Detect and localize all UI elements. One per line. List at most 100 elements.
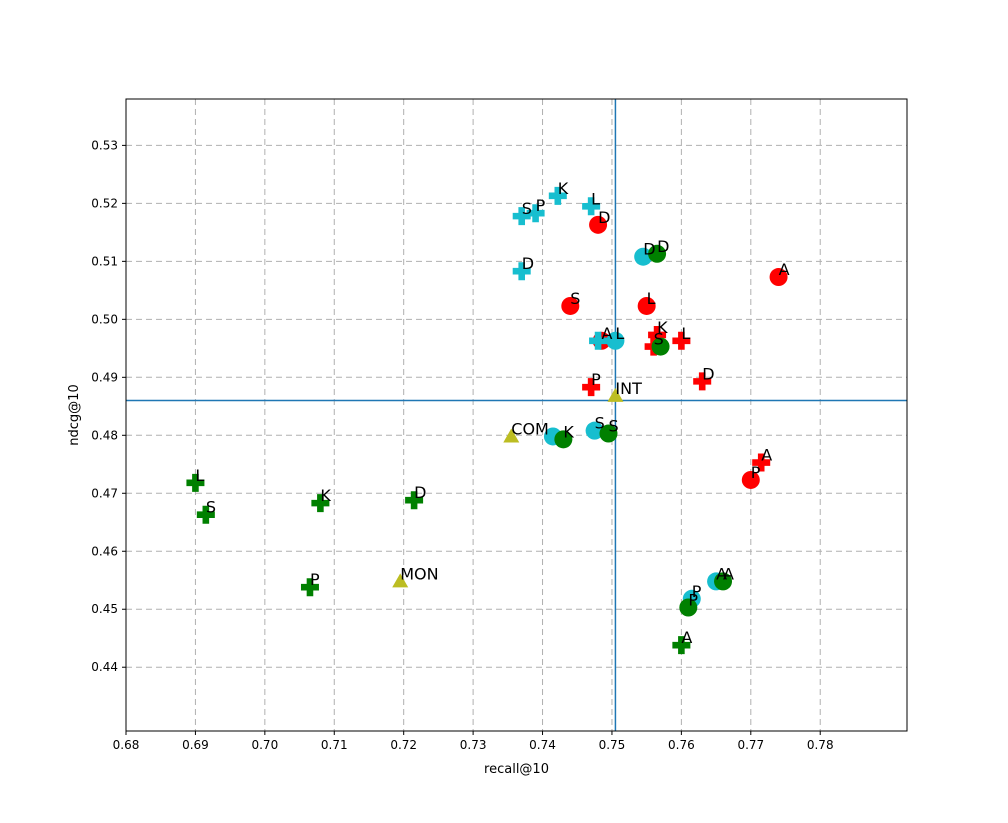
x-tick-label: 0.72 xyxy=(390,738,417,752)
data-point-label: P xyxy=(688,590,698,609)
data-point-plus xyxy=(526,204,545,223)
data-point-label: K xyxy=(657,318,668,337)
data-point-circle xyxy=(651,337,670,356)
data-point-label: P xyxy=(310,570,320,589)
data-point-circle xyxy=(714,572,733,591)
data-point-label: L xyxy=(681,324,690,343)
data-point-plus xyxy=(311,494,330,513)
x-tick-label: 0.69 xyxy=(182,738,209,752)
data-point-label: D xyxy=(598,208,610,227)
data-point-label: A xyxy=(602,324,613,343)
data-point-label: S xyxy=(654,330,664,349)
data-point-label: K xyxy=(320,486,331,505)
data-point-label: COM xyxy=(511,419,549,438)
data-point-plus xyxy=(300,578,319,597)
data-point-label: A xyxy=(761,446,772,465)
x-axis-title: recall@10 xyxy=(484,762,549,777)
data-point-plus xyxy=(648,325,667,344)
axis-ticks: 0.68 0.69 0.70 0.71 0.72 0.73 0.74 0.75 0.76 0.77… xyxy=(91,138,833,752)
data-point-triangle xyxy=(503,428,520,443)
data-markers xyxy=(186,186,788,655)
data-point-label: A xyxy=(723,564,734,583)
data-point-label: P xyxy=(591,370,601,389)
x-tick-label: 0.76 xyxy=(668,738,695,752)
data-point-label: L xyxy=(647,289,656,308)
data-point-circle xyxy=(741,470,760,489)
data-point-label: D xyxy=(657,237,669,256)
reference-lines xyxy=(126,99,907,731)
data-point-circle xyxy=(554,430,573,449)
data-point-triangle xyxy=(607,387,624,402)
data-point-label: A xyxy=(779,260,790,279)
y-tick-label: 0.49 xyxy=(91,370,118,384)
data-point-plus xyxy=(196,505,215,524)
data-point-label: A xyxy=(681,628,692,647)
data-point-label: MON xyxy=(400,564,438,583)
data-point-circle xyxy=(679,598,698,617)
x-tick-label: 0.74 xyxy=(529,738,556,752)
data-point-label: L xyxy=(615,324,624,343)
data-point-label: P xyxy=(692,582,702,601)
grid-lines xyxy=(125,99,907,731)
y-tick-label: 0.44 xyxy=(91,660,118,674)
data-point-triangle xyxy=(392,573,409,588)
data-point-circle xyxy=(606,331,625,350)
data-point-plus xyxy=(512,207,531,226)
data-point-label: K xyxy=(563,422,574,441)
x-tick-label: 0.75 xyxy=(599,738,626,752)
data-point-plus xyxy=(405,491,424,510)
data-point-plus xyxy=(186,473,205,492)
data-point-plus xyxy=(582,378,601,397)
data-point-circle xyxy=(637,296,656,315)
data-point-plus xyxy=(693,372,712,391)
data-point-label: S xyxy=(608,417,618,436)
data-point-label: S xyxy=(570,289,580,308)
data-point-circle xyxy=(585,421,604,440)
data-point-label: P xyxy=(751,463,761,482)
data-point-label: D xyxy=(643,240,655,259)
data-point-circle xyxy=(589,215,608,234)
data-point-label: D xyxy=(702,364,714,383)
data-point-label: INT xyxy=(615,379,642,398)
data-point-label: S xyxy=(522,199,532,218)
data-point-label: D xyxy=(522,254,534,273)
y-tick-label: 0.50 xyxy=(91,312,118,326)
data-point-plus xyxy=(752,453,771,472)
y-tick-label: 0.48 xyxy=(91,428,118,442)
data-point-label: K xyxy=(558,179,569,198)
data-point-label: D xyxy=(414,483,426,502)
data-point-plus xyxy=(582,197,601,216)
data-point-plus xyxy=(589,331,608,350)
data-point-circle xyxy=(634,247,653,266)
data-point-label: S xyxy=(206,498,216,517)
y-tick-label: 0.45 xyxy=(91,602,118,616)
data-point-label: A xyxy=(716,564,727,583)
x-tick-label: 0.68 xyxy=(113,738,140,752)
x-tick-label: 0.71 xyxy=(321,738,348,752)
data-point-plus xyxy=(512,262,531,281)
y-axis-title: ndcg@10 xyxy=(67,384,82,445)
data-point-label: L xyxy=(195,466,204,485)
y-tick-label: 0.53 xyxy=(91,138,118,152)
y-tick-label: 0.52 xyxy=(91,196,118,210)
x-tick-label: 0.70 xyxy=(251,738,278,752)
plot-frame xyxy=(125,98,908,732)
y-tick-label: 0.51 xyxy=(91,254,118,268)
data-point-circle xyxy=(561,296,580,315)
data-point-plus xyxy=(672,636,691,655)
y-tick-label: 0.47 xyxy=(91,486,118,500)
data-point-plus xyxy=(672,331,691,350)
data-point-label: L xyxy=(591,189,600,208)
y-tick-label: 0.46 xyxy=(91,544,118,558)
data-point-circle xyxy=(599,424,618,443)
x-tick-label: 0.78 xyxy=(807,738,834,752)
data-point-plus xyxy=(548,186,567,205)
data-point-label: S xyxy=(595,414,605,433)
x-tick-label: 0.77 xyxy=(737,738,764,752)
data-point-circle xyxy=(648,244,667,263)
x-tick-label: 0.73 xyxy=(460,738,487,752)
data-point-circle xyxy=(769,268,788,287)
data-point-label: P xyxy=(536,196,546,215)
